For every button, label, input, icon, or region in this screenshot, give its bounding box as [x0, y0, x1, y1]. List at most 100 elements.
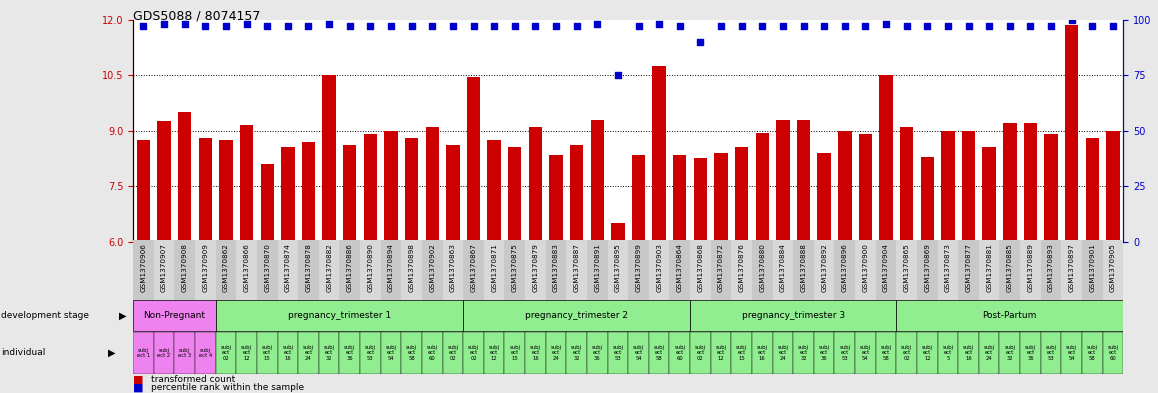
Text: GSM1370870: GSM1370870 [264, 243, 270, 292]
Point [1104, 23, 1122, 29]
Bar [938, 240, 959, 301]
Bar [711, 332, 732, 374]
Point [196, 23, 214, 29]
Bar [278, 240, 299, 301]
Bar [299, 240, 318, 301]
Text: development stage: development stage [1, 311, 89, 320]
Bar [154, 240, 175, 301]
Bar [959, 240, 979, 301]
Bar [835, 332, 855, 374]
Text: subj
ect
60: subj ect 60 [427, 345, 438, 361]
Point [485, 23, 504, 29]
Bar [422, 240, 442, 301]
Bar [669, 240, 690, 301]
Point [237, 21, 256, 27]
Bar [278, 332, 299, 374]
Point [588, 21, 607, 27]
Bar [648, 240, 669, 301]
Bar [591, 119, 604, 242]
Text: subj
ect
16: subj ect 16 [757, 345, 768, 361]
Bar [855, 240, 875, 301]
Text: pregnancy_trimester 1: pregnancy_trimester 1 [288, 311, 391, 320]
Text: GSM1370906: GSM1370906 [140, 243, 146, 292]
Bar [875, 332, 896, 374]
Text: GSM1370882: GSM1370882 [327, 243, 332, 292]
Bar [879, 75, 893, 242]
Point [1042, 23, 1061, 29]
Text: GSM1370866: GSM1370866 [243, 243, 250, 292]
Point [753, 23, 771, 29]
Bar [339, 240, 360, 301]
Bar [422, 332, 442, 374]
Bar [402, 240, 422, 301]
Text: subj
ect
5: subj ect 5 [943, 345, 953, 361]
Point [939, 23, 958, 29]
Bar [755, 132, 769, 242]
Text: GSM1370896: GSM1370896 [842, 243, 848, 292]
Text: GSM1370885: GSM1370885 [1006, 243, 1013, 292]
Bar [175, 240, 195, 301]
Bar [133, 240, 154, 301]
Bar [463, 240, 484, 301]
Text: subj
ect
02: subj ect 02 [447, 345, 459, 361]
Text: subj
ect
15: subj ect 15 [510, 345, 520, 361]
Bar [339, 332, 360, 374]
Text: GSM1370888: GSM1370888 [800, 243, 806, 292]
Bar [488, 140, 501, 242]
Bar [215, 240, 236, 301]
Bar [797, 119, 811, 242]
Point [794, 23, 813, 29]
Bar [814, 240, 835, 301]
Text: GSM1370894: GSM1370894 [388, 243, 394, 292]
Text: GSM1370865: GSM1370865 [903, 243, 910, 292]
Bar [381, 332, 402, 374]
Bar [364, 134, 378, 242]
Point [877, 21, 895, 27]
Bar [1082, 332, 1102, 374]
Bar [215, 300, 463, 331]
Text: subj
ect
12: subj ect 12 [241, 345, 252, 361]
Bar [446, 145, 460, 242]
Point [609, 72, 628, 78]
Bar [611, 223, 624, 242]
Text: subj
ect
12: subj ect 12 [922, 345, 933, 361]
Text: GSM1370909: GSM1370909 [203, 243, 208, 292]
Point [897, 23, 916, 29]
Point [836, 23, 855, 29]
Text: subj
ect
60: subj ect 60 [1107, 345, 1119, 361]
Text: Post-Partum: Post-Partum [983, 311, 1038, 320]
Text: GSM1370863: GSM1370863 [450, 243, 456, 292]
Text: percentile rank within the sample: percentile rank within the sample [151, 383, 303, 392]
Text: subj
ect
02: subj ect 02 [901, 345, 913, 361]
Bar [896, 240, 917, 301]
Text: GSM1370900: GSM1370900 [863, 243, 868, 292]
Bar [793, 332, 814, 374]
Bar [137, 140, 151, 242]
Text: GSM1370876: GSM1370876 [739, 243, 745, 292]
Point [526, 23, 544, 29]
Bar [484, 332, 505, 374]
Bar [463, 300, 690, 331]
Bar [318, 332, 339, 374]
Text: subj
ect
36: subj ect 36 [1025, 345, 1036, 361]
Text: GSM1370893: GSM1370893 [1048, 243, 1054, 292]
Text: GSM1370892: GSM1370892 [821, 243, 827, 292]
Text: subj
ect
32: subj ect 32 [323, 345, 335, 361]
Bar [154, 332, 175, 374]
Bar [793, 240, 814, 301]
Text: subj
ect
54: subj ect 54 [1067, 345, 1077, 361]
Bar [508, 147, 521, 242]
Point [217, 23, 235, 29]
Bar [157, 121, 171, 242]
Bar [1102, 240, 1123, 301]
Bar [549, 155, 563, 242]
Text: GSM1370881: GSM1370881 [987, 243, 992, 292]
Bar [982, 147, 996, 242]
Point [1001, 23, 1019, 29]
Text: subj
ect
53: subj ect 53 [365, 345, 376, 361]
Bar [1020, 240, 1041, 301]
Bar [505, 332, 525, 374]
Bar [714, 153, 727, 242]
Bar [818, 153, 831, 242]
Bar [360, 240, 381, 301]
